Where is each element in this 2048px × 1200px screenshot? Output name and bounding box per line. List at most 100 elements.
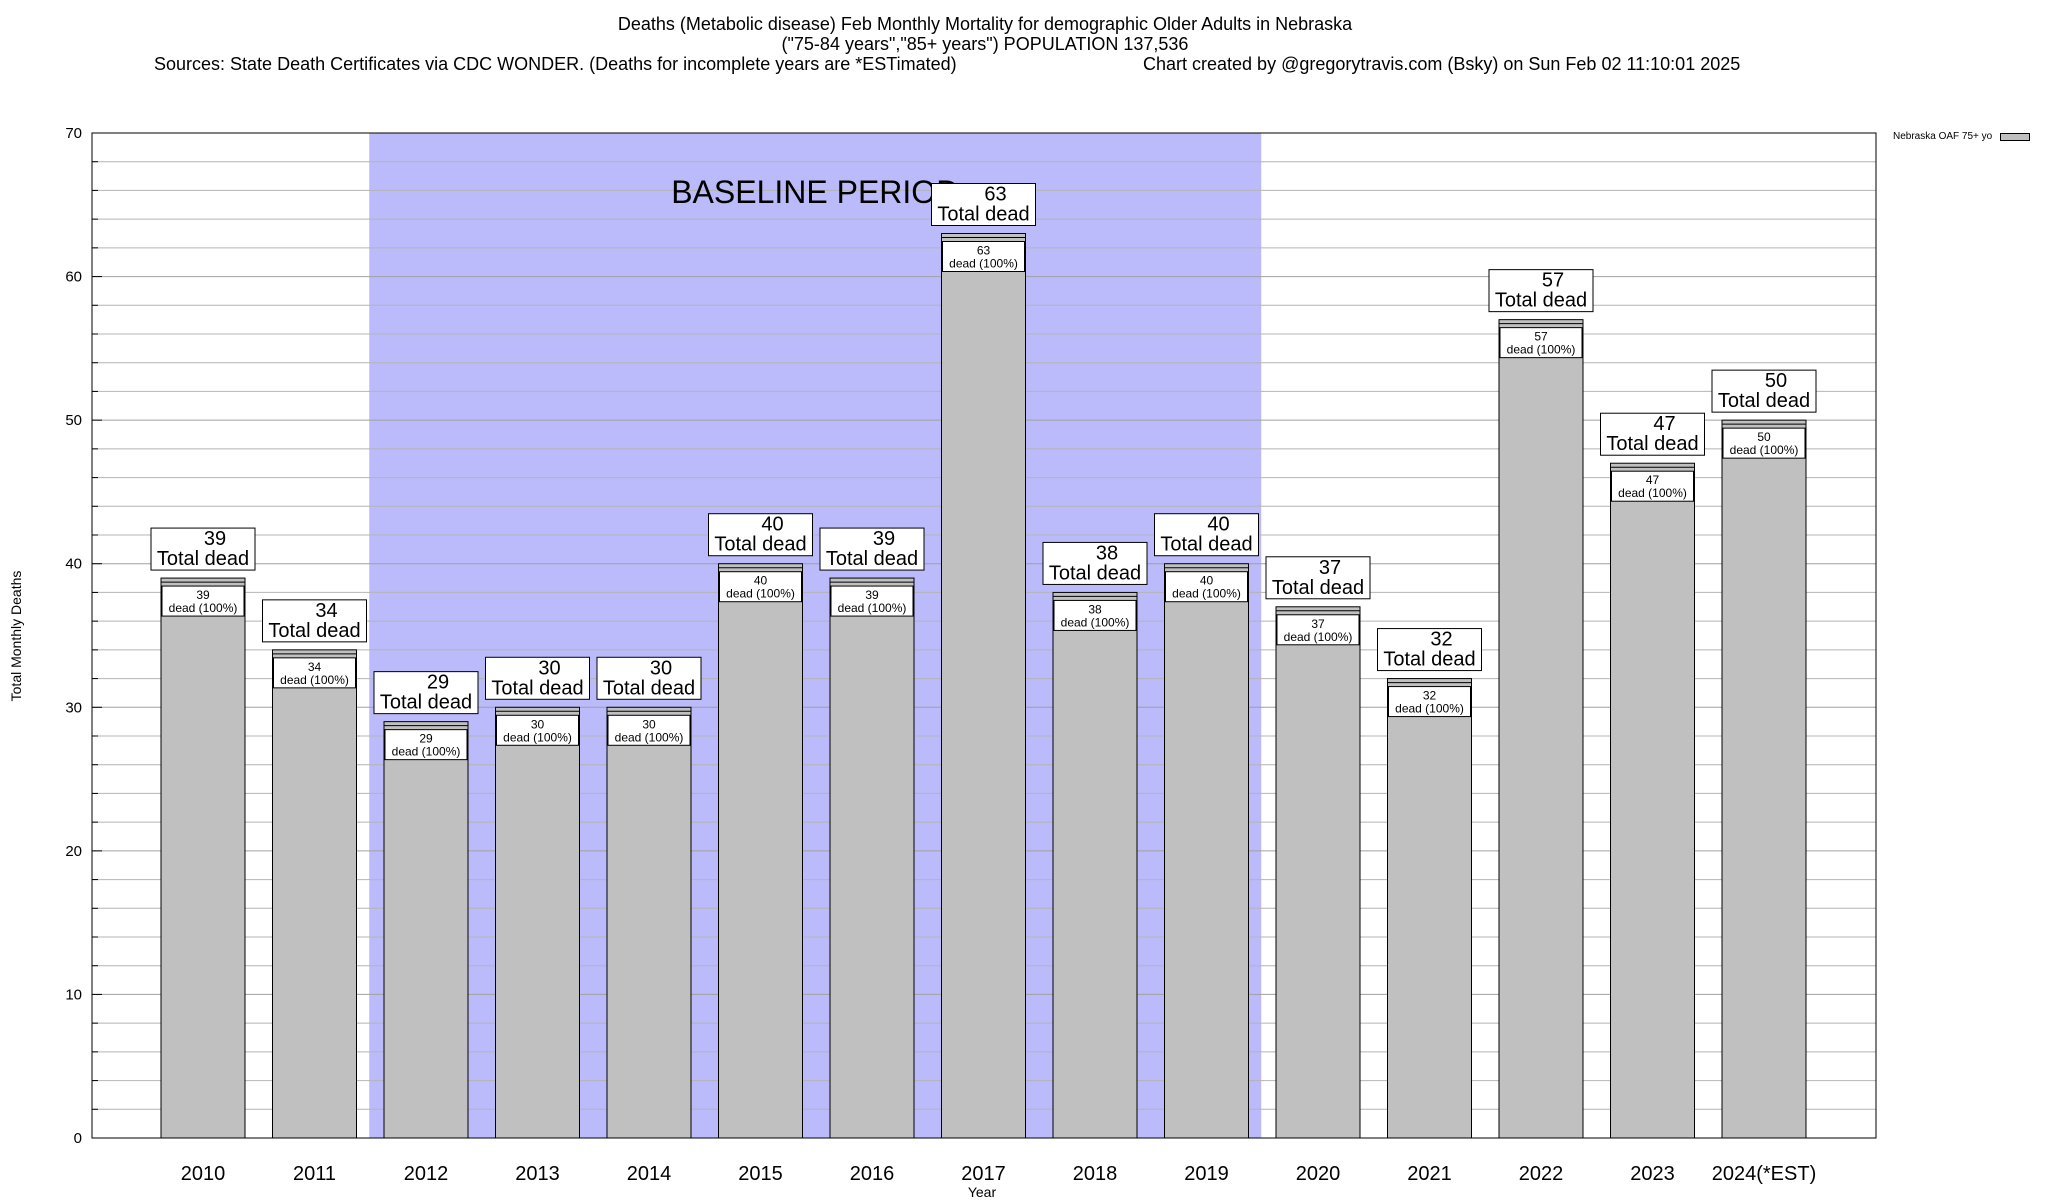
total-label-box: [262, 599, 367, 643]
x-tick-label: 2019: [1184, 1163, 1229, 1185]
bar: [272, 649, 357, 1139]
chart-legend: Nebraska OAF 75+ yo: [1893, 131, 2031, 142]
x-tick-label: 2012: [404, 1163, 449, 1185]
total-label-box: [150, 527, 256, 571]
total-value-label: 40: [761, 514, 783, 536]
inner-label-box: [1053, 599, 1137, 631]
inner-label-box: [1276, 614, 1360, 646]
inner-value-label: 37: [1311, 617, 1325, 631]
inner-label-box: [1388, 686, 1471, 718]
bar: [941, 233, 1026, 1139]
inner-percent-label: dead (100%): [169, 601, 238, 615]
total-label-box: [1488, 269, 1594, 313]
inner-value-label: 38: [1088, 602, 1102, 616]
inner-percent-label: dead (100%): [1730, 443, 1799, 457]
total-label-box: [1600, 412, 1705, 456]
y-tick-label: 10: [65, 986, 82, 1003]
total-value-label: 32: [1430, 629, 1452, 651]
total-value-label: 30: [538, 657, 560, 679]
inner-percent-label: dead (100%): [615, 730, 684, 744]
inner-value-label: 34: [308, 660, 322, 674]
inner-value-label: 40: [754, 574, 768, 588]
x-tick-label: 2010: [181, 1163, 226, 1185]
inner-label-box: [830, 585, 914, 617]
y-tick-label: 20: [65, 843, 82, 860]
inner-label-box: [161, 585, 245, 617]
inner-label-box: [496, 714, 579, 746]
total-label-box: [1042, 541, 1148, 585]
inner-label-box: [273, 657, 356, 689]
inner-percent-label: dead (100%): [1618, 486, 1687, 500]
y-tick-label: 40: [65, 556, 82, 573]
inner-value-label: 32: [1423, 689, 1437, 703]
inner-percent-label: dead (100%): [1395, 702, 1464, 716]
total-value-label: 30: [650, 657, 672, 679]
bar: [1498, 319, 1584, 1139]
inner-label-box: [1722, 427, 1806, 459]
bar: [1721, 419, 1807, 1139]
inner-value-label: 57: [1534, 330, 1548, 344]
total-label-box: [1377, 628, 1482, 672]
total-value-label: 34: [315, 600, 337, 622]
total-value-label: 40: [1207, 514, 1229, 536]
inner-value-label: 63: [977, 244, 991, 258]
inner-value-label: 29: [419, 732, 433, 746]
inner-percent-label: dead (100%): [1507, 343, 1576, 357]
x-tick-label: 2015: [738, 1163, 783, 1185]
total-value-label: 37: [1319, 557, 1341, 579]
inner-value-label: 50: [1757, 430, 1771, 444]
x-tick-label: 2013: [515, 1163, 560, 1185]
total-value-label: 38: [1096, 542, 1118, 564]
bar: [383, 721, 469, 1139]
total-label-box: [373, 671, 479, 715]
total-dead-label: Total dead: [1606, 433, 1698, 455]
total-value-label: 57: [1542, 270, 1564, 292]
total-label-box: [1154, 513, 1259, 557]
y-tick-label: 70: [65, 125, 82, 142]
inner-value-label: 39: [865, 588, 879, 602]
inner-value-label: 30: [531, 717, 545, 731]
total-label-box: [819, 527, 925, 571]
bar: [606, 706, 692, 1139]
x-axis-label: Year: [968, 1184, 997, 1200]
inner-percent-label: dead (100%): [726, 587, 795, 601]
inner-percent-label: dead (100%): [949, 257, 1018, 271]
inner-label-box: [719, 571, 802, 603]
bar: [718, 563, 803, 1139]
inner-value-label: 39: [196, 588, 210, 602]
bar: [1164, 563, 1249, 1139]
total-value-label: 39: [873, 528, 895, 550]
chart-source: Sources: State Death Certificates via CD…: [154, 54, 957, 74]
inner-value-label: 30: [642, 717, 656, 731]
x-tick-label: 2011: [293, 1163, 336, 1185]
legend-label: Nebraska OAF 75+ yo: [1893, 131, 1993, 142]
bar: [495, 706, 580, 1139]
x-tick-label: 2016: [850, 1163, 895, 1185]
inner-percent-label: dead (100%): [838, 601, 907, 615]
total-dead-label: Total dead: [714, 534, 806, 556]
x-tick-label: 2024(*EST): [1712, 1163, 1817, 1185]
total-dead-label: Total dead: [1160, 534, 1252, 556]
inner-label-box: [1499, 327, 1583, 359]
x-tick-label: 2017: [961, 1163, 1006, 1185]
baseline-period-label: BASELINE PERIOD: [671, 174, 959, 210]
x-tick-label: 2023: [1630, 1163, 1675, 1185]
inner-percent-label: dead (100%): [392, 745, 461, 759]
chart-subtitle: ("75-84 years","85+ years") POPULATION 1…: [781, 34, 1189, 54]
total-label-box: [596, 656, 702, 700]
inner-label-box: [942, 241, 1025, 272]
total-label-box: [1265, 556, 1371, 600]
x-tick-label: 2020: [1296, 1163, 1341, 1185]
inner-label-box: [1611, 470, 1694, 502]
x-tick-label: 2022: [1519, 1163, 1564, 1185]
x-tick-label: 2018: [1073, 1163, 1118, 1185]
total-dead-label: Total dead: [157, 548, 249, 570]
total-value-label: 39: [204, 528, 226, 550]
total-dead-label: Total dead: [826, 548, 918, 570]
inner-percent-label: dead (100%): [1284, 630, 1353, 644]
y-tick-label: 30: [65, 699, 82, 716]
bar: [829, 577, 915, 1139]
x-tick-label: 2021: [1407, 1163, 1452, 1185]
y-axis-label: Total Monthly Deaths: [8, 571, 24, 702]
